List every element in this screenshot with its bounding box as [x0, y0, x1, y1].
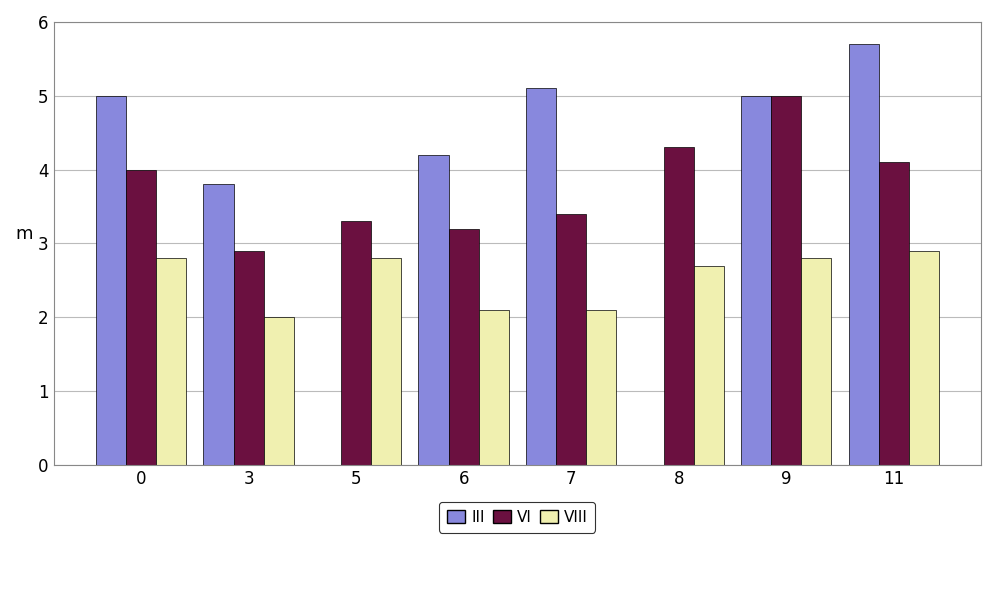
Bar: [448, 228, 479, 465]
Bar: [771, 96, 801, 465]
Bar: [126, 169, 156, 465]
Bar: [156, 258, 186, 465]
Bar: [908, 251, 939, 465]
Bar: [526, 88, 556, 465]
Y-axis label: m: m: [15, 225, 33, 243]
Bar: [96, 96, 126, 465]
Bar: [663, 147, 694, 465]
Bar: [418, 155, 448, 465]
Bar: [264, 317, 294, 465]
Bar: [741, 96, 771, 465]
Bar: [694, 266, 724, 465]
Bar: [587, 310, 617, 465]
Bar: [849, 44, 878, 465]
Bar: [556, 214, 587, 465]
Bar: [801, 258, 832, 465]
Bar: [341, 221, 372, 465]
Bar: [234, 251, 264, 465]
Bar: [203, 184, 234, 465]
Bar: [479, 310, 509, 465]
Bar: [372, 258, 401, 465]
Bar: [878, 162, 908, 465]
Legend: III, VI, VIII: III, VI, VIII: [439, 502, 596, 532]
